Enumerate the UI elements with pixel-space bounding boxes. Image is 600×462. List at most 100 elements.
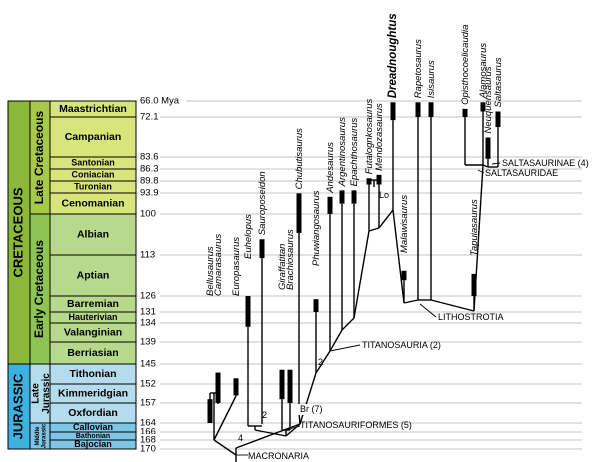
stage-label-maastrichtian: Maastrichtian [59, 103, 127, 115]
age-label-bg [138, 95, 186, 107]
range-bar-epachthosaurus [351, 190, 357, 204]
tree-branch [368, 227, 380, 232]
stage-label-callovian: Callovian [73, 422, 113, 432]
tree-branch [315, 350, 331, 374]
range-bar-sauroposeidon [259, 239, 265, 259]
age-label-152: 152 [140, 379, 156, 390]
clade-label-saltasauridae: SALTASAURIDAE [485, 168, 558, 178]
period-label-jurassic: JURASSIC [10, 373, 25, 439]
stage-label-santonian: Santonian [71, 157, 115, 167]
age-label-139: 139 [140, 337, 156, 348]
epoch-label-late-cretaceous: Late Cretaceous [32, 110, 46, 204]
age-label-bg [138, 249, 160, 261]
epoch-label-middle-jurassic: MiddleJurassic [35, 423, 47, 448]
stage-label-bathonian: Bathonian [76, 433, 110, 440]
taxon-label-rapetosaurus: Rapetosaurus [413, 39, 424, 98]
stage-label-kimmeridgian: Kimmeridgian [58, 387, 128, 399]
age-label-bg [138, 187, 160, 199]
age-labels: 66.0 Mya 72.1 83.686.389.893.9 100 113 126 131… [138, 95, 186, 455]
range-bar-tapuiasaurus [471, 273, 477, 296]
taxon-label-malawisaurus: Malawisaurus [399, 195, 410, 253]
age-label-126: 126 [140, 291, 156, 302]
age-label-bg [138, 336, 160, 348]
tree-branch [235, 423, 301, 449]
age-label-bg [138, 290, 160, 302]
tree-branch [329, 329, 343, 352]
age-label-bg [138, 397, 160, 409]
tree-branch [254, 429, 287, 437]
age-label-134: 134 [140, 318, 156, 329]
stage-label-aptian: Aptian [77, 269, 110, 281]
range-bar-mendozasaurus [376, 174, 382, 185]
cladogram [209, 111, 499, 462]
age-gridlines [136, 100, 582, 450]
tree-branch [392, 209, 405, 304]
tree-branch [341, 317, 355, 331]
age-label-86-3: 86.3 [140, 164, 159, 175]
clade-leader-lithostrotia [419, 303, 437, 318]
age-label-bg [138, 378, 160, 390]
clade-labels: MACRONARIA 4 TITANOSAURIFORMES (5) 2 Br (7) T… [236, 158, 589, 461]
range-bar-dreadnoughtus [390, 102, 396, 121]
range-bar-giraffatitan [279, 369, 285, 400]
clade-leader-saltasaurinae-4 [491, 162, 501, 165]
age-label-89-8: 89.8 [140, 176, 159, 187]
clade-leader-titanosauriformes-5 [285, 425, 301, 431]
range-bar-saltasaurus [495, 111, 501, 128]
stage-label-turonian: Turonian [74, 181, 112, 191]
taxon-label-camarasaurus: Camarasaurus [213, 233, 224, 296]
age-label-113: 113 [140, 250, 155, 261]
taxon-label-phuwiangosaurus: Phuwiangosaurus [311, 190, 322, 266]
range-bar-futalognkosaurus [366, 178, 372, 185]
range-bar-bellusaurus [207, 399, 213, 423]
clade-label-br-7: Br (7) [300, 404, 323, 414]
clade-label-lithostrotia: LITHOSTROTIA [438, 312, 504, 322]
taxon-label-brachiosaurus: Brachiosaurus [285, 229, 296, 290]
stage-label-hauterivian: Hauterivian [68, 312, 117, 322]
range-bar-rapetosaurus [415, 102, 421, 117]
geologic-timescale: CRETACEOUS JURASSIC Late Cretaceous Early C… [7, 100, 137, 450]
taxon-label-europasaurus: Europasaurus [231, 237, 242, 296]
tree-branch [285, 423, 301, 437]
tree-branch [430, 299, 475, 312]
age-label-168: 168 [140, 435, 156, 446]
taxon-label-opisthocoelicaudia: Opisthocoelicaudia [460, 25, 471, 105]
tree-branch [378, 209, 394, 229]
taxon-label-andesaurus: Andesaurus [325, 142, 336, 194]
clade-label-lo: Lo [379, 190, 389, 200]
epoch-label-late-jurassic: LateJurassic [31, 373, 53, 414]
age-label-100: 100 [140, 209, 156, 220]
range-bar-neuquensaurus [485, 137, 491, 159]
stage-label-cenomanian: Cenomanian [61, 197, 124, 209]
age-label-bg [138, 163, 160, 175]
clade-label-saltasaurinae-4: SALTASAURINAE (4) [502, 158, 589, 168]
range-bar-brachiosaurus [287, 369, 293, 403]
range-bar-andesaurus [327, 196, 333, 214]
age-label-166: 166 [140, 427, 156, 438]
range-bar-opisthocoelicaudia [462, 108, 468, 117]
tree-branch [213, 395, 237, 441]
taxon-label-isisaurus: Isisaurus [426, 60, 437, 98]
taxon-label-bellusaurus: Bellusaurus [205, 246, 216, 296]
stage-label-oxfordian: Oxfordian [68, 407, 118, 419]
stage-label-barremian: Barremian [67, 298, 119, 310]
taxon-label-tapuiasaurus: Tapuiasaurus [469, 199, 480, 256]
range-bar-camarasaurus [215, 372, 221, 403]
stage-label-berriasian: Berriasian [67, 347, 118, 359]
stage-label-coniacian: Coniacian [71, 169, 114, 179]
taxon-label-argentinosaurus: Argentinosaurus [337, 117, 348, 187]
age-label-bg [138, 306, 160, 318]
epoch-label-early-cretaceous: Early Cretaceous [32, 240, 46, 338]
age-label-164: 164 [140, 418, 156, 429]
clade-label-titanosauria-2: TITANOSAURIA (2) [362, 340, 441, 350]
range-bar-argentinosaurus [339, 190, 345, 204]
age-label-bg [138, 208, 160, 220]
tree-branch [482, 164, 489, 168]
clade-label-titanosauriformes-5: TITANOSAURIFORMES (5) [300, 420, 412, 430]
range-bar-euhelopus [245, 296, 251, 327]
tree-branch [213, 439, 237, 456]
age-label-bg [138, 317, 160, 329]
age-label-83-6: 83.6 [140, 152, 159, 163]
